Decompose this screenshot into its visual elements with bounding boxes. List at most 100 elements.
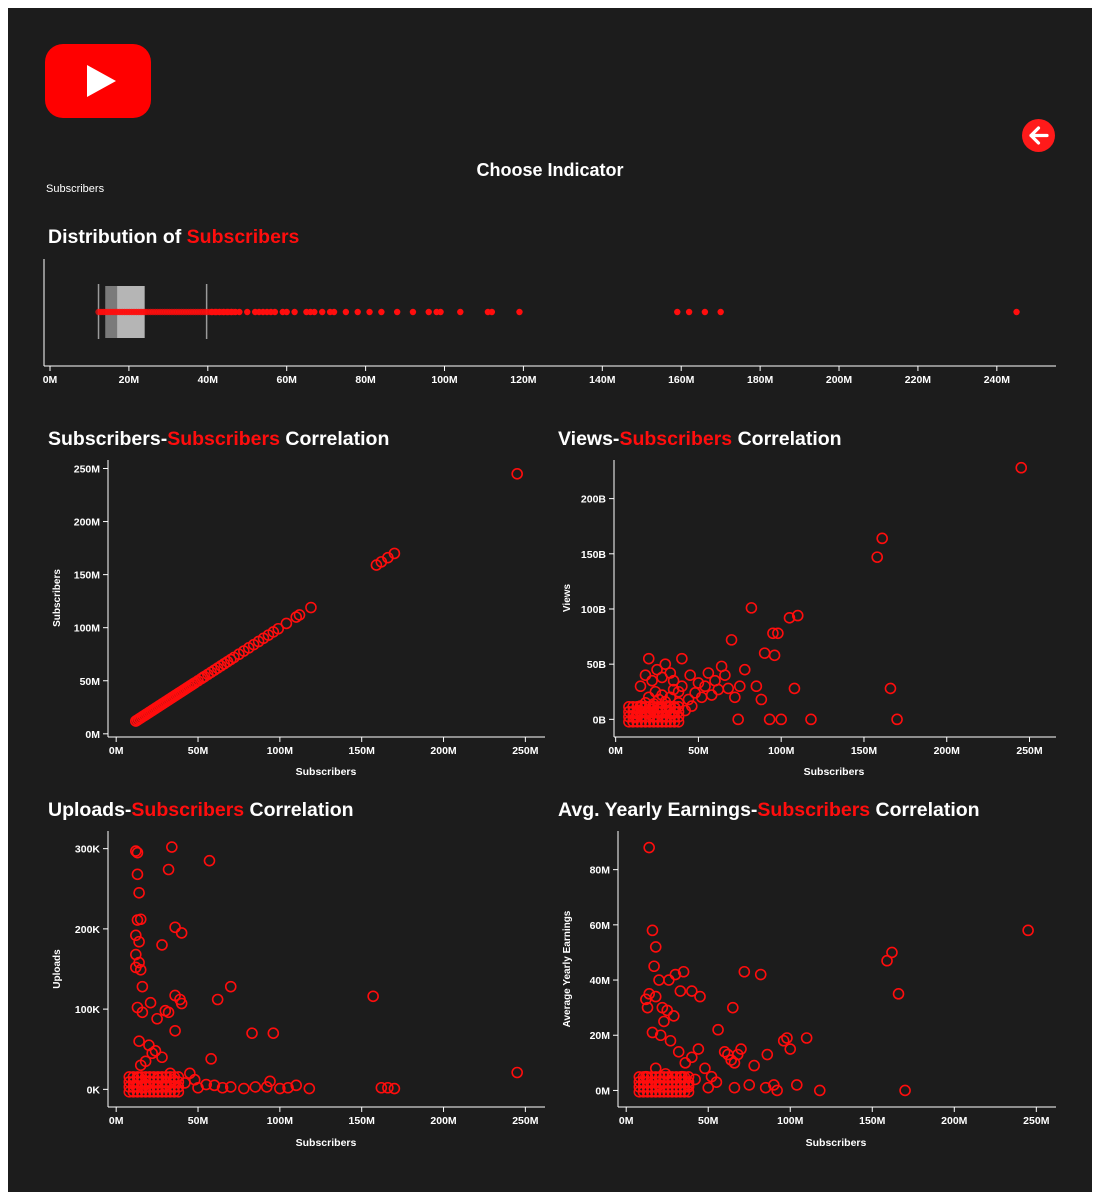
c4-data-point <box>813 1084 826 1097</box>
c2-data-point <box>702 667 715 679</box>
c2-data-point <box>699 680 711 693</box>
c4-data-point <box>672 1046 685 1058</box>
distribution-chart: 0M 20M 40M 60M 80M 100M 120M 140M 160M 180M 200M 22… <box>43 259 1056 1149</box>
c4-data-point <box>771 1084 783 1097</box>
c3-data-point <box>388 1082 401 1095</box>
c3-data-point <box>224 1081 237 1093</box>
c3-data-point <box>144 996 157 1009</box>
outlier-point <box>354 308 361 316</box>
c4-title: Avg. Yearly Earnings-Subscribers Correla… <box>558 799 980 822</box>
c2-data-point <box>732 713 744 726</box>
dist-x-tick-label: 240M <box>984 374 1011 386</box>
outlier-point <box>271 308 279 316</box>
c1-y-axis-label: Subscribers <box>52 569 63 627</box>
c3-data-point <box>166 841 178 853</box>
c3-data-point <box>131 868 144 881</box>
c2-data-point <box>639 669 652 681</box>
c3-y-tick-label: 0K <box>87 1084 101 1096</box>
c3-x-tick-label: 150M <box>349 1115 376 1127</box>
c1-data-point <box>272 622 285 635</box>
dist-x-tick-label: 60M <box>276 374 297 386</box>
c2-data-point <box>768 649 781 662</box>
c2-y-tick-label: 100B <box>581 604 607 616</box>
dist-x-tick-label: 40M <box>198 374 219 386</box>
outlier-point <box>319 308 326 316</box>
c3-data-point <box>267 1027 280 1039</box>
c2-y-tick-label: 200B <box>581 494 607 506</box>
indicator-select[interactable]: Subscribers <box>46 183 105 195</box>
c3-data-point <box>169 921 181 934</box>
outlier-point <box>425 308 432 316</box>
c1-x-tick-label: 100M <box>267 745 294 757</box>
c2-data-point <box>750 680 763 693</box>
c3-data-point <box>169 1024 181 1037</box>
c4-cluster-point <box>682 1071 695 1083</box>
outlier-point <box>409 308 417 316</box>
c1-title-post: Correlation <box>279 428 390 450</box>
c3-data-point <box>211 993 224 1006</box>
c2-x-tick-label: 0M <box>608 745 623 757</box>
outlier-point <box>283 308 290 316</box>
c3-y-tick-label: 300K <box>75 844 101 856</box>
c4-data-point <box>646 924 659 937</box>
c4-data-point <box>712 1023 724 1036</box>
c2-data-point <box>644 709 657 721</box>
c2-title-indicator: Subscribers <box>619 428 733 450</box>
c4-data-point <box>759 1081 772 1094</box>
c4-data-point <box>761 1048 774 1061</box>
c2-data-point <box>692 677 705 689</box>
c4-data-point <box>727 1001 739 1014</box>
c1-y-tick-label: 50M <box>80 676 101 688</box>
c3-data-point <box>164 1067 176 1080</box>
dist-x-tick-label: 160M <box>668 374 695 386</box>
c1-y-tick-label: 100M <box>74 623 101 635</box>
c3-data-point <box>511 1066 523 1079</box>
c4-y-tick-label: 80M <box>590 865 611 877</box>
outlier-point <box>701 308 709 316</box>
c3-scatter-group: 0M 50M 100M 150M 200M 250M 0K 100K 200K 300K Subsc… <box>52 831 545 1149</box>
outlier-point <box>311 308 318 316</box>
c3-title: Uploads-Subscribers Correlation <box>48 799 354 822</box>
c3-data-point <box>260 1081 273 1093</box>
c4-data-point <box>743 1079 756 1091</box>
c1-title: Subscribers-Subscribers Correlation <box>48 428 389 451</box>
c2-data-point <box>1015 461 1028 474</box>
c2-x-tick-label: 200M <box>934 745 961 757</box>
c3-x-tick-label: 200M <box>430 1115 457 1127</box>
boxplot-group: 0M 20M 40M 60M 80M 100M 120M 140M 160M 180M 200M 22… <box>43 259 1056 386</box>
c3-data-point <box>203 854 216 867</box>
c4-y-tick-label: 0M <box>595 1085 610 1097</box>
c3-data-point <box>134 964 147 976</box>
c2-data-point <box>871 551 884 563</box>
c1-x-axis-label: Subscribers <box>296 766 357 778</box>
dist-title-indicator: Subscribers <box>186 226 300 248</box>
c2-x-tick-label: 150M <box>851 745 878 757</box>
c3-y-axis-label: Uploads <box>52 949 63 989</box>
youtube-logo <box>45 44 151 118</box>
c3-data-point <box>136 980 149 993</box>
c4-data-point <box>692 1043 705 1055</box>
dist-x-tick-label: 100M <box>431 374 458 386</box>
c1-title-pre: Subscribers- <box>48 428 168 450</box>
c2-data-point <box>672 696 685 709</box>
outlier-point <box>366 308 373 316</box>
c1-data-point <box>511 467 523 480</box>
arrow-left-icon <box>1029 126 1049 145</box>
c4-data-point <box>643 988 655 1000</box>
c4-data-point <box>653 974 665 986</box>
c2-data-point <box>722 682 735 695</box>
dist-x-tick-label: 80M <box>355 374 376 386</box>
c3-y-tick-label: 200K <box>75 924 101 936</box>
outlier-point <box>330 308 338 316</box>
c2-scatter-group: 0M 50M 100M 150M 200M 250M 0B 50B 100B 150B 200B Su… <box>562 460 1056 778</box>
c2-data-point <box>682 693 695 706</box>
c4-data-point <box>641 1001 654 1014</box>
c2-data-point <box>805 713 817 726</box>
c3-x-tick-label: 250M <box>512 1115 539 1127</box>
c2-data-point <box>891 713 903 726</box>
c3-data-point <box>149 1045 162 1057</box>
back-button[interactable] <box>1022 119 1055 152</box>
c4-data-point <box>718 1046 731 1058</box>
c3-data-point <box>367 990 379 1003</box>
c4-title-post: Correlation <box>870 799 980 821</box>
